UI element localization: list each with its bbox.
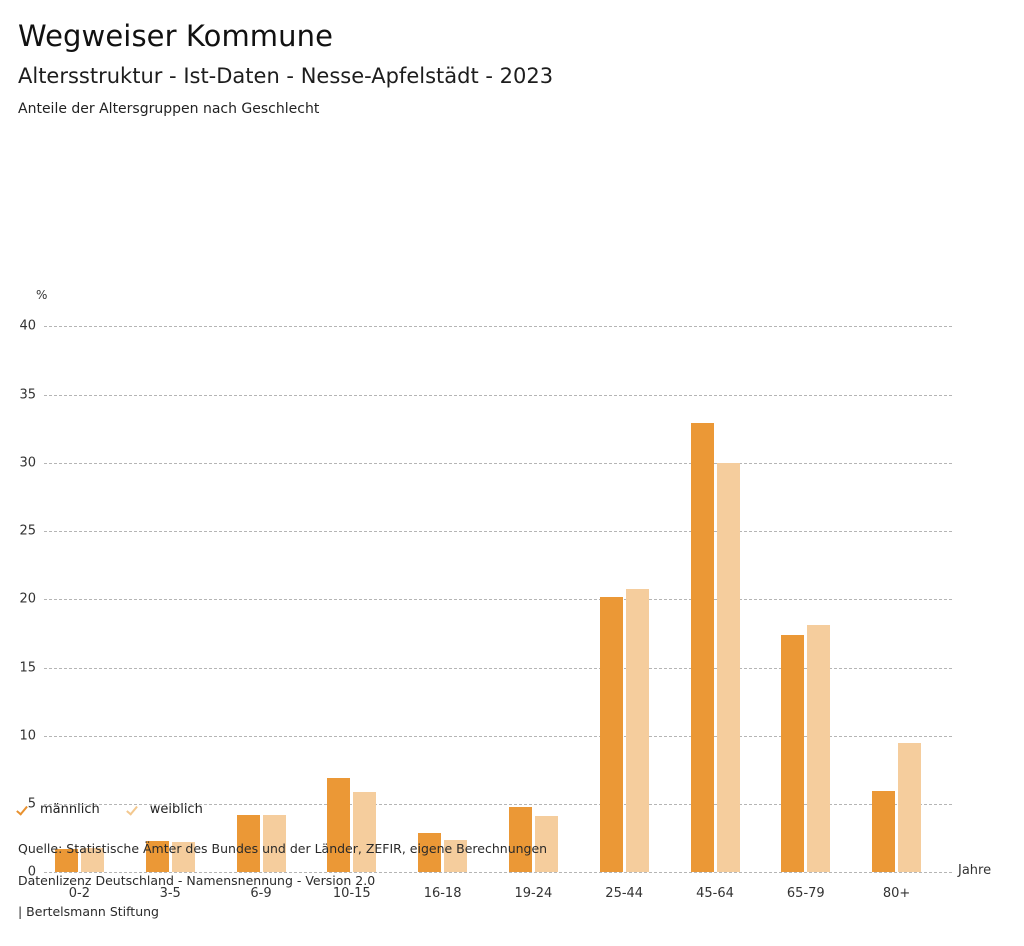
- bar-maennlich[interactable]: [599, 596, 623, 873]
- footer-publisher: | Bertelsmann Stiftung: [18, 904, 159, 919]
- bar-weiblich[interactable]: [353, 791, 377, 873]
- bar-maennlich[interactable]: [690, 423, 714, 873]
- y-axis-tick-label: 30: [19, 455, 36, 471]
- legend-label: männlich: [40, 802, 100, 817]
- bar-weiblich[interactable]: [534, 816, 558, 873]
- y-axis-tick-label: 35: [19, 387, 36, 403]
- x-axis-tick-label: 25-44: [605, 886, 644, 902]
- bars-layer: [44, 326, 952, 873]
- bar-group: [236, 326, 286, 873]
- bar-group: [872, 326, 922, 873]
- chart-legend: männlich weiblich: [18, 802, 203, 817]
- gridline: [44, 667, 952, 669]
- footer-source: Quelle: Statistische Ämter des Bundes un…: [18, 841, 548, 856]
- bar-weiblich[interactable]: [898, 742, 922, 873]
- bar-maennlich[interactable]: [54, 849, 78, 873]
- bar-group: [599, 326, 649, 873]
- bar-weiblich[interactable]: [716, 462, 740, 873]
- gridline: [44, 735, 952, 737]
- bar-group: [327, 326, 377, 873]
- bar-maennlich[interactable]: [508, 806, 532, 873]
- bar-maennlich[interactable]: [781, 634, 805, 873]
- gridline: [44, 326, 952, 328]
- bar-group: [690, 326, 740, 873]
- legend-label: weiblich: [149, 802, 203, 817]
- chart-subtitle: Altersstruktur - Ist-Daten - Nesse-Apfel…: [18, 64, 554, 89]
- x-axis-label: Jahre: [958, 863, 992, 879]
- y-axis-tick-label: 10: [19, 728, 36, 744]
- gridline: [44, 462, 952, 464]
- bar-maennlich[interactable]: [872, 790, 896, 873]
- chart-footer: Quelle: Statistische Ämter des Bundes un…: [18, 841, 548, 938]
- bar-weiblich[interactable]: [444, 839, 468, 873]
- gridline: [44, 804, 952, 806]
- check-icon: [18, 803, 31, 816]
- chart-container: % Jahre 0 5 10 15 20 25 30 35 40 0-2 3-5 6-9 10-15 1…: [0, 117, 1024, 901]
- x-axis-tick-label: 6-9: [250, 886, 272, 902]
- bar-group: [418, 326, 468, 873]
- plot-area: 0 5 10 15 20 25 30 35 40 0-2 3-5 6-9 10-15 16-18 19-2…: [19, 319, 952, 901]
- legend-item-weiblich[interactable]: weiblich: [128, 802, 203, 817]
- bar-maennlich[interactable]: [145, 841, 169, 873]
- gridline: [44, 599, 952, 601]
- x-axis-tick-label: 45-64: [696, 886, 734, 902]
- x-axis-tick-label: 10-15: [332, 886, 371, 902]
- y-axis-tick-label: 15: [19, 660, 36, 676]
- bar-maennlich[interactable]: [236, 815, 260, 873]
- bar-group: [781, 326, 831, 873]
- chart-header: Wegweiser Kommune Altersstruktur - Ist-D…: [0, 0, 1024, 117]
- footer-license: Datenlizenz Deutschland - Namensnennung …: [18, 872, 376, 888]
- bar-group: [54, 326, 104, 873]
- bar-weiblich[interactable]: [262, 815, 286, 873]
- x-axis-tick-label: 80+: [882, 886, 911, 902]
- y-axis-tick-label: 40: [19, 318, 36, 334]
- bar-weiblich[interactable]: [625, 588, 649, 873]
- y-axis-unit-label: %: [36, 288, 48, 303]
- y-axis-tick-label: 20: [19, 591, 36, 607]
- gridline: [44, 872, 952, 874]
- page-title: Wegweiser Kommune: [18, 19, 334, 53]
- check-icon: [128, 803, 141, 816]
- y-axis-tick-label: 25: [19, 523, 36, 539]
- gridline: [44, 531, 952, 533]
- gridline: [44, 394, 952, 396]
- chart-description: Anteile der Altersgruppen nach Geschlech…: [18, 101, 320, 118]
- x-axis-tick-label: 19-24: [514, 886, 553, 902]
- y-axis-tick-label: 0: [27, 864, 36, 880]
- x-axis-tick-label: 0-2: [68, 886, 91, 902]
- x-axis-tick-label: 65-79: [786, 886, 825, 902]
- bar-group: [145, 326, 195, 873]
- y-axis-tick-label: 5: [27, 796, 36, 812]
- bar-maennlich[interactable]: [418, 832, 442, 873]
- bar-maennlich[interactable]: [327, 778, 351, 873]
- bar-weiblich[interactable]: [807, 625, 831, 873]
- legend-item-maennlich[interactable]: männlich: [18, 802, 100, 817]
- x-axis-tick-label: 16-18: [423, 886, 462, 902]
- bar-weiblich[interactable]: [80, 847, 104, 873]
- bar-weiblich[interactable]: [171, 842, 195, 873]
- bar-group: [508, 326, 558, 873]
- x-axis-tick-label: 3-5: [159, 886, 181, 902]
